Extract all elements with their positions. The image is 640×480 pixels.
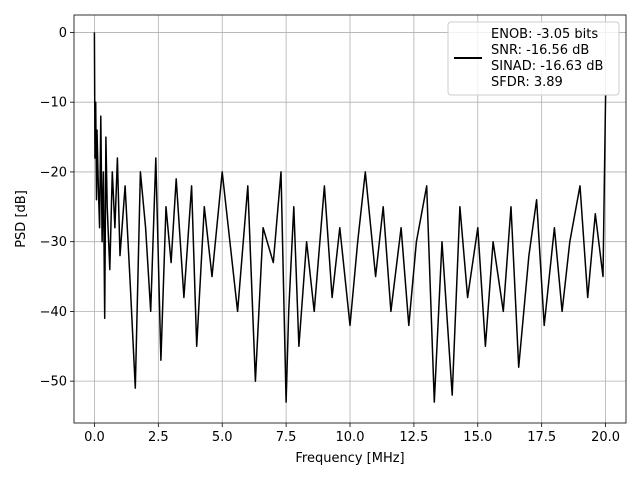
x-tick-label: 15.0 <box>463 430 492 445</box>
x-axis-label: Frequency [MHz] <box>295 451 404 466</box>
x-tick-label: 7.5 <box>276 430 297 445</box>
x-tick-label: 12.5 <box>399 430 428 445</box>
y-ticks: 0 −10 −20 −30 −40 −50 <box>40 26 74 390</box>
legend-box <box>447 21 620 96</box>
x-tick-label: 20.0 <box>591 430 620 445</box>
y-tick-label: −50 <box>40 375 67 390</box>
legend: ENOB: -3.05 bits SNR: -16.56 dB SINAD: -… <box>447 21 620 96</box>
legend-snr: SNR: -16.56 dB <box>491 43 589 58</box>
x-tick-label: 5.0 <box>212 430 233 445</box>
y-axis-label: PSD [dB] <box>14 190 29 248</box>
x-tick-label: 17.5 <box>527 430 556 445</box>
y-tick-label: −40 <box>40 305 67 320</box>
y-tick-label: −20 <box>40 165 67 180</box>
x-tick-label: 0.0 <box>84 430 105 445</box>
y-tick-label: 0 <box>59 26 67 41</box>
psd-line <box>93 32 607 403</box>
x-tick-label: 10.0 <box>336 430 365 445</box>
psd-line-group <box>93 32 607 403</box>
y-tick-label: −10 <box>40 96 67 111</box>
y-tick-label: −30 <box>40 235 67 250</box>
x-ticks: 0.0 2.5 5.0 7.5 10.0 12.5 15.0 17.5 20.0 <box>84 423 620 445</box>
legend-enob: ENOB: -3.05 bits <box>491 27 598 42</box>
legend-sfdr: SFDR: 3.89 <box>491 75 563 90</box>
legend-sinad: SINAD: -16.63 dB <box>491 59 603 74</box>
x-tick-label: 2.5 <box>148 430 169 445</box>
